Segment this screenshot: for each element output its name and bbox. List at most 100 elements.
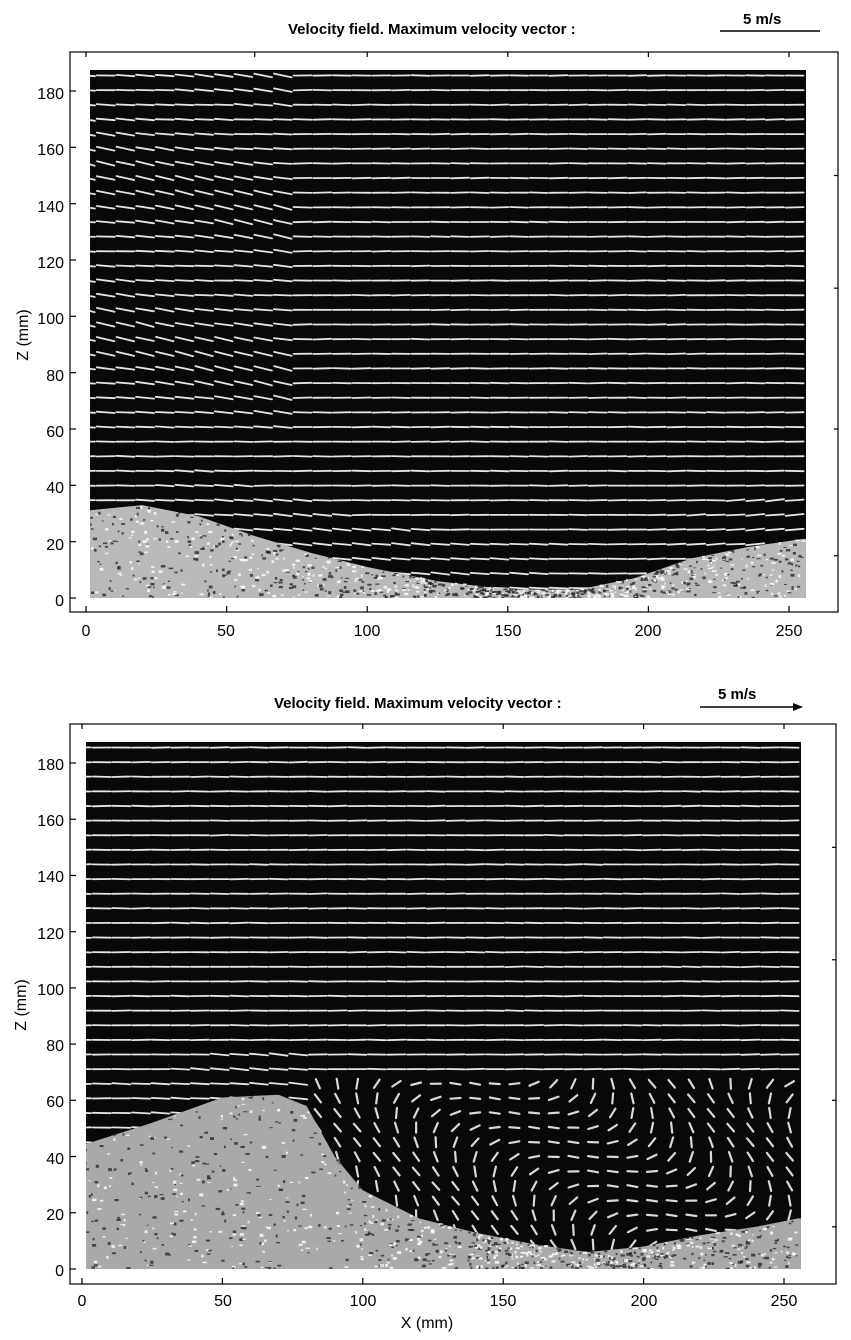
velocity-vector [233, 161, 254, 166]
velocity-vector [607, 89, 628, 92]
sediment-speckle [151, 566, 155, 568]
velocity-vector [194, 484, 215, 487]
sediment-speckle [233, 1183, 238, 1187]
sediment-speckle [301, 1240, 306, 1244]
sediment-speckle [482, 1239, 485, 1242]
velocity-vector [449, 1110, 462, 1116]
velocity-vector [96, 189, 116, 196]
sediment-speckle [670, 1261, 675, 1264]
velocity-vector [647, 1137, 657, 1148]
sediment-speckle [247, 533, 251, 536]
sediment-speckle [797, 585, 801, 588]
velocity-vector [312, 542, 333, 547]
velocity-vector [568, 455, 588, 458]
velocity-vector [646, 308, 667, 312]
sediment-speckle [606, 590, 610, 592]
sediment-speckle [209, 596, 213, 598]
sediment-speckle [291, 1129, 296, 1132]
sediment-speckle [370, 1206, 375, 1208]
velocity-vector [740, 965, 761, 968]
sediment-speckle [519, 596, 523, 598]
sediment-speckle [783, 1245, 786, 1248]
sediment-speckle [686, 1236, 689, 1239]
sediment-speckle [154, 1195, 158, 1198]
velocity-vector [586, 1169, 600, 1174]
velocity-vector [150, 921, 171, 925]
sediment-speckle [672, 1249, 675, 1251]
sediment-speckle [360, 1256, 364, 1258]
velocity-vector [666, 528, 687, 531]
sediment-speckle [222, 568, 225, 572]
sediment-speckle [278, 581, 283, 584]
sediment-speckle [652, 589, 657, 592]
sediment-speckle [210, 549, 214, 552]
velocity-vector [406, 1009, 427, 1012]
sediment-speckle [494, 1256, 496, 1259]
sediment-speckle [450, 1263, 454, 1265]
velocity-vector [606, 1169, 619, 1174]
sediment-speckle [179, 1173, 182, 1176]
sediment-speckle [632, 1265, 636, 1268]
sediment-speckle [447, 1226, 452, 1229]
sediment-speckle [180, 1192, 183, 1196]
sediment-speckle [611, 594, 614, 597]
sediment-speckle [369, 588, 372, 590]
velocity-vector [568, 147, 588, 150]
sediment-speckle [202, 1162, 206, 1165]
sediment-speckle [375, 583, 380, 585]
sediment-speckle [256, 1178, 259, 1181]
velocity-vector [451, 1180, 460, 1192]
sediment-speckle [261, 574, 266, 577]
velocity-vector [548, 176, 569, 180]
velocity-vector [606, 1139, 619, 1145]
sediment-speckle [258, 1115, 261, 1119]
sediment-speckle [335, 566, 340, 568]
velocity-vector [90, 221, 96, 224]
sediment-speckle [439, 1250, 443, 1254]
velocity-vector [233, 103, 254, 107]
sediment-speckle [314, 557, 317, 559]
sediment-speckle [493, 1255, 498, 1258]
velocity-vector [665, 1199, 678, 1203]
velocity-vector [154, 484, 175, 488]
sediment-speckle [86, 1231, 90, 1233]
velocity-vector [532, 1194, 536, 1207]
sediment-speckle [654, 1255, 657, 1258]
sediment-speckle [699, 1267, 704, 1269]
sediment-speckle [296, 572, 300, 576]
velocity-vector [725, 220, 746, 224]
sediment-speckle [94, 1181, 98, 1184]
sediment-speckle [417, 1237, 420, 1241]
velocity-vector [450, 513, 470, 517]
velocity-vector [685, 1213, 698, 1218]
sediment-speckle [603, 594, 606, 598]
sediment-speckle [268, 1260, 272, 1262]
velocity-vector [209, 1082, 230, 1085]
sediment-speckle [316, 1247, 318, 1251]
velocity-vector [454, 1150, 457, 1163]
sediment-speckle [676, 1247, 682, 1249]
sediment-speckle [166, 586, 171, 589]
sediment-speckle [510, 596, 514, 598]
sediment-speckle [209, 571, 213, 573]
velocity-vector [351, 499, 372, 502]
sediment-speckle [488, 1241, 490, 1245]
sediment-speckle [452, 1255, 457, 1258]
sediment-speckle [221, 1213, 225, 1216]
sediment-speckle [153, 512, 157, 515]
sediment-speckle [549, 1266, 553, 1269]
sediment-speckle [166, 540, 169, 543]
velocity-vector [726, 1107, 735, 1119]
sediment-speckle [509, 590, 514, 592]
sediment-speckle [94, 1219, 98, 1222]
sediment-speckle [570, 1263, 573, 1266]
velocity-vector [229, 761, 250, 764]
sediment-speckle [686, 588, 690, 590]
velocity-vector [174, 336, 195, 343]
velocity-vector [649, 1121, 655, 1134]
velocity-vector [450, 308, 470, 312]
velocity-vector [351, 484, 372, 487]
sediment-speckle [375, 1219, 378, 1221]
velocity-vector [568, 513, 588, 517]
sediment-speckle [588, 1254, 591, 1257]
